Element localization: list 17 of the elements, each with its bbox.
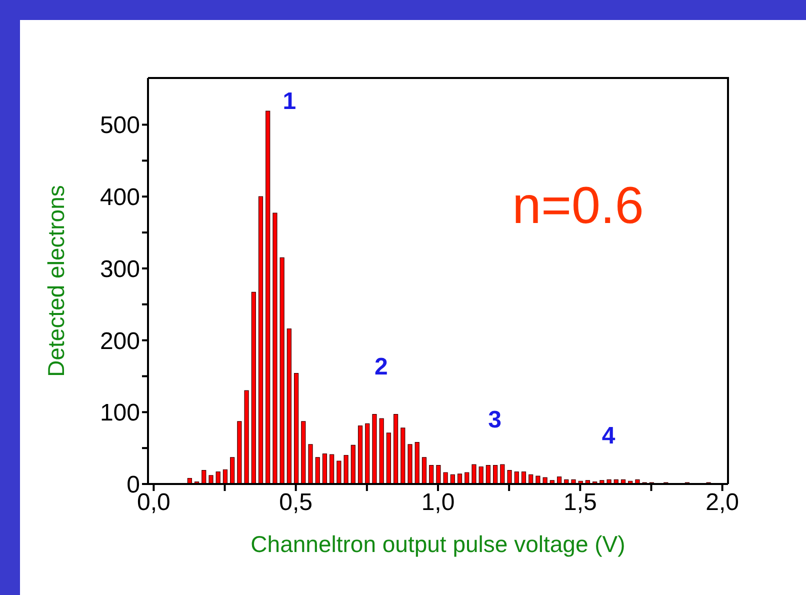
annotation: n=0.6 bbox=[512, 177, 644, 235]
annotation: 4 bbox=[602, 422, 616, 450]
x-tick-label: 1,0 bbox=[421, 489, 455, 516]
y-tick-label: 100 bbox=[100, 400, 140, 427]
x-axis-title: Channeltron output pulse voltage (V) bbox=[250, 531, 626, 557]
x-tick-label: 2,0 bbox=[706, 489, 739, 516]
y-tick-label: 200 bbox=[100, 328, 140, 355]
y-axis-title: Detected electrons bbox=[43, 185, 70, 377]
annotation: 3 bbox=[488, 406, 502, 434]
x-tick-label: 0,0 bbox=[137, 489, 170, 516]
y-tick-label: 300 bbox=[100, 256, 140, 283]
y-tick-label: 400 bbox=[100, 184, 140, 212]
x-tick-label: 1,5 bbox=[563, 489, 597, 516]
x-tick-label: 0,5 bbox=[279, 489, 313, 516]
annotation: 1 bbox=[282, 88, 296, 116]
annotation: 2 bbox=[374, 353, 388, 380]
y-tick-label: 500 bbox=[100, 112, 140, 140]
